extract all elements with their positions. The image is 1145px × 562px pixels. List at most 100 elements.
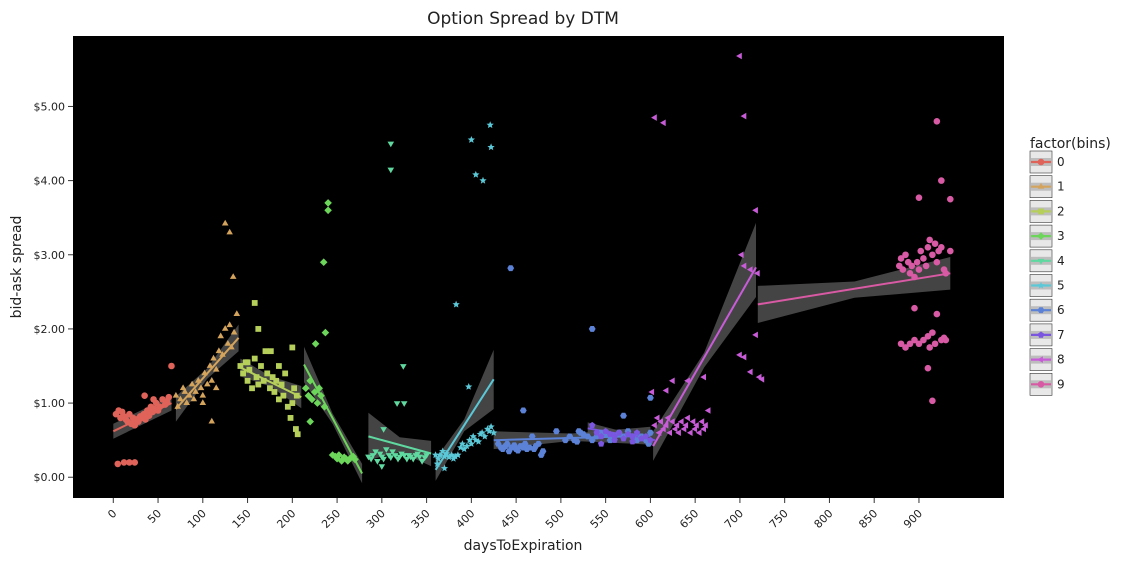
x-tick-label: 0 <box>105 507 119 521</box>
point-series-8 <box>648 388 655 396</box>
point-series-2 <box>262 348 269 355</box>
point-series-8 <box>671 425 678 433</box>
point-series-1 <box>188 380 196 387</box>
point-series-6 <box>528 433 536 440</box>
point-series-0 <box>131 459 139 466</box>
point-series-7 <box>589 421 596 429</box>
fit-line-series-9 <box>757 272 951 306</box>
point-series-2 <box>293 426 299 432</box>
point-series-9 <box>915 340 923 348</box>
legend-key-marker <box>1037 281 1045 289</box>
point-series-5 <box>434 454 442 462</box>
point-series-1 <box>230 328 238 335</box>
point-series-9 <box>933 258 941 266</box>
point-series-8 <box>675 429 681 436</box>
point-series-3 <box>321 328 330 337</box>
point-series-2 <box>287 415 294 421</box>
point-series-8 <box>700 425 706 433</box>
point-series-3 <box>315 384 323 392</box>
point-series-8 <box>740 112 747 120</box>
point-series-5 <box>442 449 450 457</box>
x-axis-title: daysToExpiration <box>464 538 583 554</box>
x-tick-label: 850 <box>856 507 880 531</box>
point-series-4 <box>376 451 384 458</box>
point-series-5 <box>452 300 460 308</box>
point-series-5 <box>487 143 495 151</box>
point-series-2 <box>255 326 262 332</box>
point-series-6 <box>519 407 527 414</box>
point-series-4 <box>398 451 405 458</box>
point-series-8 <box>653 414 660 422</box>
point-series-6 <box>553 428 560 435</box>
x-tick-label: 600 <box>632 507 656 531</box>
point-series-9 <box>897 340 905 348</box>
point-series-4 <box>418 459 426 465</box>
point-series-1 <box>199 391 207 398</box>
point-series-9 <box>906 270 914 277</box>
point-series-9 <box>946 195 954 203</box>
point-series-5 <box>487 423 495 430</box>
point-series-1 <box>199 399 207 405</box>
point-series-8 <box>736 351 742 359</box>
point-series-2 <box>269 374 276 381</box>
legend-key-marker <box>1037 356 1043 363</box>
point-series-8 <box>664 414 671 422</box>
x-tick-label: 800 <box>812 507 836 531</box>
point-series-4 <box>400 453 408 459</box>
point-series-5 <box>445 453 453 461</box>
point-series-7 <box>597 433 605 440</box>
point-series-8 <box>704 407 711 414</box>
point-series-4 <box>387 167 395 174</box>
point-series-2 <box>289 400 296 406</box>
point-series-3 <box>331 452 340 461</box>
point-series-8 <box>702 422 708 429</box>
point-series-9 <box>913 258 921 266</box>
point-series-8 <box>752 207 758 214</box>
point-series-2 <box>251 355 258 362</box>
legend-item-5: 5 <box>1029 274 1065 297</box>
point-series-1 <box>221 325 229 331</box>
point-series-8 <box>754 270 760 277</box>
point-series-4 <box>374 459 381 465</box>
point-series-4 <box>423 453 430 459</box>
point-series-8 <box>669 377 675 385</box>
point-series-1 <box>190 395 198 402</box>
point-series-1 <box>206 362 214 368</box>
point-series-4 <box>383 447 390 453</box>
legend-label: 5 <box>1057 279 1065 293</box>
point-series-3 <box>304 391 313 400</box>
point-series-8 <box>693 422 699 429</box>
point-series-5 <box>451 452 459 460</box>
legend-key-marker <box>1037 232 1045 240</box>
band-series-9 <box>757 257 951 323</box>
point-series-9 <box>926 236 933 244</box>
point-series-8 <box>746 368 753 376</box>
x-tick-label: 450 <box>498 507 522 531</box>
point-series-6 <box>620 412 627 419</box>
y-tick-label: $2.00 <box>34 323 66 336</box>
point-series-3 <box>324 199 332 207</box>
point-series-2 <box>294 431 301 438</box>
point-series-9 <box>924 244 932 251</box>
point-series-3 <box>308 395 316 404</box>
point-series-8 <box>684 377 690 385</box>
point-series-2 <box>280 392 287 399</box>
point-series-6 <box>588 326 596 332</box>
point-series-5 <box>490 428 498 436</box>
point-series-3 <box>306 417 314 426</box>
point-series-8 <box>689 418 696 425</box>
point-series-5 <box>458 440 466 447</box>
point-series-4 <box>392 453 399 459</box>
point-series-8 <box>655 429 662 436</box>
point-series-4 <box>387 141 395 148</box>
point-series-5 <box>465 383 473 390</box>
legend-item-3: 3 <box>1029 224 1065 248</box>
point-series-1 <box>183 399 190 405</box>
point-series-3 <box>344 457 352 465</box>
point-series-9 <box>924 364 932 372</box>
point-series-3 <box>320 403 329 411</box>
point-series-0 <box>156 403 164 411</box>
point-series-1 <box>212 365 220 372</box>
legend-label: 2 <box>1057 204 1065 218</box>
fit-line-series-8 <box>652 266 757 447</box>
